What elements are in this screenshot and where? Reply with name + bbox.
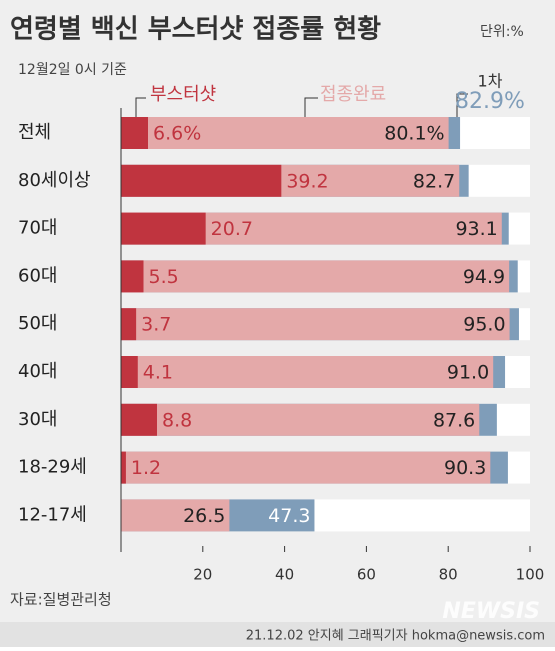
bar [121,117,148,149]
value-label: 4.1 [143,362,173,384]
legend-label: 1차 [478,72,503,91]
legend-label: 부스터샷 [150,84,216,105]
bar [121,308,137,341]
y-tick-label: 60대 [18,265,57,286]
bar [121,260,510,293]
legend-leaders [135,93,468,118]
leader [456,93,468,118]
value-label: 20.7 [211,218,253,240]
value-label: 80.1% [384,123,444,145]
credit: 21.12.02 안지혜 그래픽기자 hokma@newsis.com [246,629,545,644]
value-label: 82.7 [413,170,455,192]
value-label: 1.2 [131,457,161,479]
value-label: 47.3 [268,505,310,527]
value-label: 91.0 [447,362,489,384]
bar [121,451,126,484]
bar [121,499,230,532]
value-label: 90.3 [444,457,486,479]
footer-band [0,622,555,647]
leader [135,97,146,118]
bar [121,308,510,341]
watermark: NEWSIS [442,599,540,624]
x-tick-label: 20 [193,566,212,584]
subtitle: 12월2일 0시 기준 [18,62,127,78]
bar [121,212,206,245]
value-label: 8.8 [162,409,192,431]
y-tick-label: 50대 [18,313,57,334]
y-tick-label: 전체 [18,122,51,143]
x-tick-label: 80 [439,566,458,584]
value-label: 6.6% [153,123,201,145]
value-label: 94.9 [463,266,505,288]
x-tick-label: 100 [516,566,545,584]
y-tick-label: 30대 [18,409,57,430]
value-label: 3.7 [141,314,171,336]
x-tick-label: 60 [357,566,376,584]
x-tick-label: 40 [275,566,294,584]
value-label: 87.6 [433,409,475,431]
value-label: 26.5 [183,505,225,527]
bar [121,403,157,436]
bar [121,260,144,293]
leader [304,97,318,118]
y-tick-label: 12-17세 [18,504,87,525]
legend-label: 접종완료 [320,84,386,105]
bar [121,451,491,484]
source: 자료:질병관리청 [10,591,112,609]
y-tick-label: 70대 [18,218,57,239]
y-tick-label: 40대 [18,361,57,382]
bar [121,117,449,149]
bar [121,356,138,388]
unit: 단위:% [480,24,524,40]
y-tick-label: 18-29세 [18,457,87,478]
value-label: 39.2 [286,170,328,192]
bar [121,403,480,436]
chart-title: 연령별 백신 부스터샷 접종률 현황 [10,15,381,45]
y-tick-label: 80세이상 [18,170,91,191]
bar [121,356,494,388]
bar [121,164,282,197]
value-label: 5.5 [148,266,178,288]
value-label: 95.0 [463,314,505,336]
value-label: 82.9% [455,89,525,114]
value-label: 93.1 [455,218,497,240]
